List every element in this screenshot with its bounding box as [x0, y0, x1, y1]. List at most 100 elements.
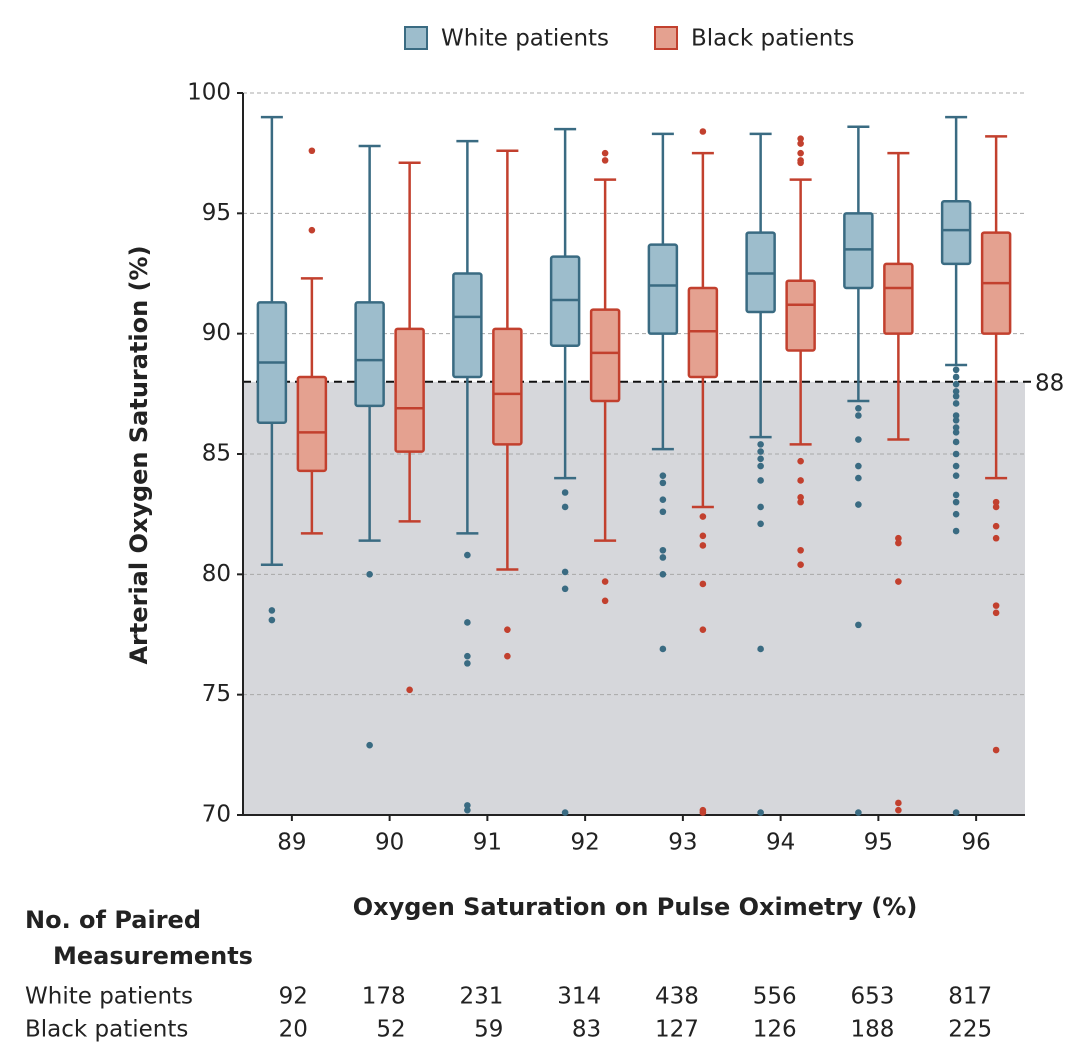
- x-tick-label: 93: [668, 830, 697, 856]
- outlier: [659, 554, 667, 561]
- box: [354, 301, 385, 408]
- outlier: [992, 522, 1000, 530]
- outlier: [952, 438, 960, 446]
- outlier: [464, 806, 471, 814]
- x-tick-label: 92: [570, 830, 599, 856]
- outlier: [561, 568, 569, 576]
- outlier: [268, 616, 276, 624]
- outlier: [601, 597, 609, 605]
- outlier: [855, 436, 862, 443]
- outlier: [855, 474, 862, 482]
- outlier: [699, 542, 707, 549]
- outlier: [952, 417, 960, 424]
- table-cell: 83: [572, 1017, 601, 1043]
- outlier: [757, 455, 764, 463]
- box: [785, 279, 816, 352]
- table-cell: 314: [557, 984, 601, 1010]
- y-tick-label: 85: [202, 441, 231, 467]
- table-cell: 438: [655, 984, 699, 1010]
- legend-swatch: [654, 26, 678, 50]
- outlier: [797, 494, 804, 501]
- outlier: [952, 429, 960, 436]
- table-cell: 52: [376, 1017, 405, 1043]
- outlier: [855, 809, 862, 816]
- table-title: Measurements: [53, 942, 253, 970]
- outlier: [561, 489, 569, 496]
- outlier: [952, 400, 960, 407]
- table-cell: 231: [459, 984, 503, 1010]
- outlier: [561, 585, 569, 593]
- outlier: [659, 571, 667, 578]
- outlier: [952, 373, 960, 381]
- y-tick-label: 80: [202, 561, 231, 587]
- legend-label: White patients: [441, 26, 609, 52]
- box: [589, 308, 621, 403]
- box: [394, 327, 425, 453]
- outlier: [895, 578, 902, 585]
- y-axis-label: Arterial Oxygen Saturation (%): [125, 245, 153, 664]
- outlier: [952, 412, 960, 419]
- outlier: [797, 457, 804, 465]
- outlier: [855, 412, 862, 419]
- outlier: [699, 809, 707, 816]
- y-tick-label: 90: [202, 320, 231, 346]
- box: [940, 200, 972, 266]
- row-label: Black patients: [25, 1017, 188, 1043]
- legend-label: Black patients: [691, 26, 854, 52]
- outlier: [855, 404, 862, 412]
- outlier: [464, 551, 471, 559]
- outlier: [952, 498, 960, 506]
- outlier: [601, 149, 609, 157]
- outlier: [855, 621, 862, 629]
- shaded-region: [243, 381, 1025, 815]
- outlier: [268, 607, 276, 614]
- table-cell: 653: [850, 984, 894, 1010]
- y-tick-label: 95: [202, 200, 231, 226]
- outlier: [952, 809, 960, 816]
- outlier: [659, 472, 667, 479]
- outlier: [561, 503, 569, 511]
- outlier: [504, 626, 511, 633]
- outlier: [797, 159, 804, 167]
- outlier: [895, 539, 902, 547]
- outlier: [952, 380, 960, 388]
- outlier: [797, 135, 804, 143]
- outlier: [757, 477, 764, 484]
- outlier: [992, 746, 1000, 754]
- outlier: [659, 496, 667, 504]
- outlier: [895, 534, 902, 542]
- table-cell: 126: [753, 1017, 797, 1043]
- outlier: [659, 645, 667, 653]
- outlier: [406, 686, 413, 694]
- box: [647, 243, 679, 335]
- outlier: [464, 619, 471, 626]
- outlier: [659, 546, 667, 554]
- x-axis-label: Oxygen Saturation on Pulse Oximetry (%): [353, 893, 918, 921]
- outlier: [561, 809, 569, 816]
- table-cell: 20: [279, 1017, 308, 1043]
- outlier: [757, 462, 764, 470]
- outlier: [366, 571, 373, 578]
- x-tick-label: 94: [766, 830, 795, 856]
- outlier: [992, 609, 1000, 617]
- y-tick-label: 100: [187, 80, 231, 106]
- outlier: [464, 660, 471, 667]
- outlier: [952, 491, 960, 499]
- table-cell: 127: [655, 1017, 699, 1043]
- outlier: [952, 424, 960, 431]
- table-cell: 556: [753, 984, 797, 1010]
- x-tick-label: 91: [473, 830, 502, 856]
- outlier: [952, 388, 960, 395]
- outlier: [308, 147, 316, 155]
- outlier: [757, 503, 764, 511]
- outlier: [757, 520, 764, 528]
- outlier: [659, 479, 667, 487]
- box: [296, 375, 328, 473]
- outlier: [464, 802, 471, 809]
- outlier: [699, 532, 707, 540]
- outlier: [797, 546, 804, 554]
- outlier: [699, 128, 707, 135]
- outlier: [757, 645, 764, 653]
- outlier: [797, 140, 804, 147]
